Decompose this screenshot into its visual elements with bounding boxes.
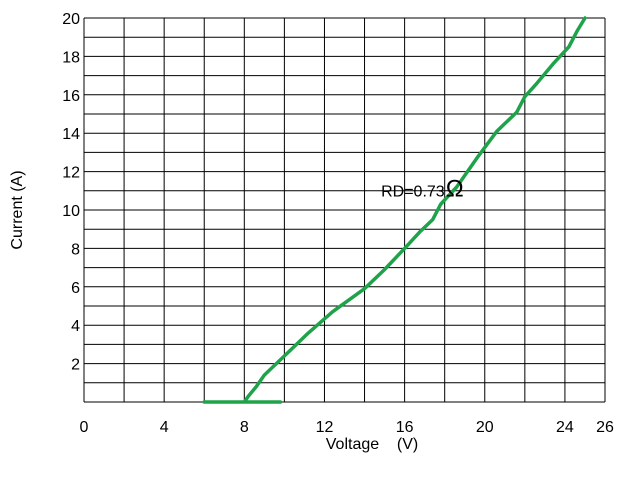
x-tick-label: 8 — [240, 419, 249, 436]
y-tick-label: 4 — [71, 318, 80, 335]
y-tick-label: 2 — [71, 357, 80, 374]
x-tick-label: 20 — [476, 419, 494, 436]
x-tick-label: 12 — [316, 419, 334, 436]
y-tick-label: 10 — [62, 203, 80, 220]
annotation-omega-symbol: Ω — [446, 176, 464, 203]
y-tick-label: 12 — [62, 165, 80, 182]
y-tick-label: 20 — [62, 11, 80, 28]
x-tick-labels: 0 4 8 12 16 20 24 26 — [80, 419, 614, 436]
x-axis-label: Voltage (V) — [326, 436, 419, 453]
y-axis-label: Current (A) — [9, 170, 26, 249]
annotation-label: RD=0.73 — [381, 184, 445, 201]
x-tick-label: 4 — [160, 419, 169, 436]
x-tick-label: 0 — [80, 419, 89, 436]
y-tick-label: 8 — [71, 241, 80, 258]
grid — [83, 17, 606, 403]
y-tick-label: 18 — [62, 49, 80, 66]
series-line — [202, 16, 587, 404]
y-tick-label: 16 — [62, 88, 80, 105]
y-tick-labels: 2 4 6 8 10 12 14 16 18 20 — [62, 11, 80, 374]
x-tick-label: 24 — [556, 419, 574, 436]
y-tick-label: 14 — [62, 126, 80, 143]
y-tick-label: 6 — [71, 280, 80, 297]
x-tick-label: 16 — [396, 419, 414, 436]
x-tick-label: 26 — [596, 419, 614, 436]
